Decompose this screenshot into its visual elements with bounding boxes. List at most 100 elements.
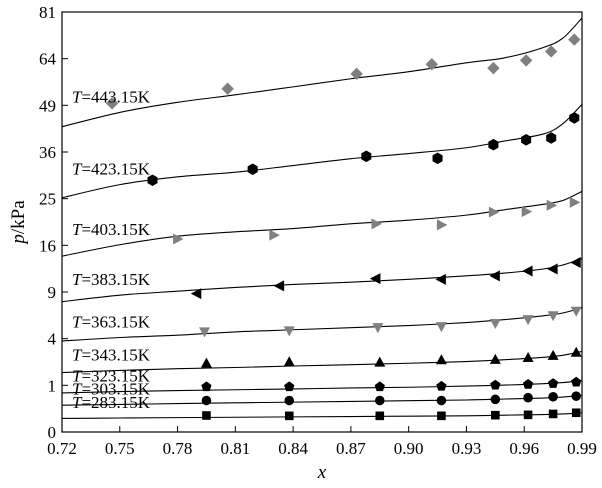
y-label-symbol: p (8, 234, 29, 246)
series-label: T=303.15K (72, 379, 151, 398)
data-markers (105, 33, 582, 421)
y-tick-label: 0 (48, 423, 57, 442)
y-tick-label: 4 (48, 330, 57, 349)
data-point (570, 256, 581, 268)
x-axis-label: x (317, 462, 327, 483)
x-tick-label: 0.81 (220, 439, 250, 458)
data-point (521, 206, 533, 218)
data-point (201, 395, 212, 406)
data-point (519, 54, 533, 67)
plot-frame (61, 11, 583, 433)
data-point (571, 391, 582, 401)
y-label-unit: /kPa (8, 200, 29, 234)
data-point (547, 311, 559, 322)
series-label: T=443.15K (72, 87, 151, 106)
y-tick-label: 81 (39, 3, 56, 22)
data-point (547, 349, 559, 360)
data-point (544, 45, 558, 58)
data-point (147, 174, 158, 187)
x-tick-label: 0.75 (105, 439, 135, 458)
x-tick-label: 0.99 (567, 439, 597, 458)
series-label: T=423.15K (72, 160, 151, 179)
x-tick-label: 0.78 (163, 439, 193, 458)
data-point (523, 410, 533, 420)
y-tick-label: 9 (48, 283, 57, 302)
y-tick-label: 64 (39, 50, 57, 69)
data-point (487, 61, 500, 75)
data-point (372, 323, 384, 334)
data-point (547, 263, 558, 275)
x-tick-label: 0.87 (336, 439, 366, 458)
data-point (569, 196, 581, 208)
data-point (432, 152, 443, 165)
data-point (521, 134, 532, 146)
data-point (570, 346, 582, 357)
fit-curve (61, 103, 583, 199)
axis-ticks: 0.72 0.75 0.78 0.81 0.84 0.87 0.90 0.93 0.96 0.99… (39, 3, 597, 458)
series-label: T=323.15K (72, 367, 151, 386)
y-tick-label: 36 (39, 143, 56, 162)
data-point (283, 326, 295, 337)
data-point (488, 138, 499, 151)
data-point (435, 273, 446, 285)
data-point (284, 395, 295, 406)
data-point (374, 395, 385, 406)
data-point (571, 408, 581, 418)
data-point (221, 82, 234, 95)
data-point (371, 218, 382, 230)
data-point (488, 206, 500, 218)
data-point (570, 306, 582, 317)
data-point (522, 351, 534, 362)
data-point (190, 288, 202, 300)
data-point (269, 229, 280, 241)
data-point (435, 322, 447, 333)
y-axis-label: p/kPa (8, 200, 29, 246)
series-label: T=403.15K (72, 220, 151, 239)
data-point (105, 97, 119, 110)
data-point (361, 150, 372, 163)
data-point (284, 411, 294, 421)
data-point (522, 315, 534, 326)
data-point (522, 265, 533, 277)
data-point (548, 409, 558, 419)
data-point (490, 394, 501, 405)
data-point (350, 67, 363, 81)
series-label: T=343.15K (72, 345, 151, 364)
data-point (571, 376, 582, 387)
x-tick-label: 0.90 (394, 439, 424, 458)
data-point (437, 411, 446, 421)
data-point (546, 132, 557, 144)
data-point (369, 273, 381, 285)
data-point (436, 219, 448, 231)
x-tick-label: 0.72 (47, 439, 77, 458)
y-tick-label: 25 (39, 190, 56, 209)
data-point (491, 410, 500, 420)
x-tick-label: 0.96 (509, 439, 539, 458)
series-label: T=363.15K (72, 313, 151, 332)
series-label: T=283.15K (72, 393, 151, 412)
data-point (546, 199, 558, 211)
y-tick-label: 16 (39, 236, 56, 255)
data-point (523, 392, 533, 403)
series-labels: T=443.15K T=423.15K T=403.15K T=383.15K T=36… (72, 87, 151, 412)
x-tick-label: 0.84 (278, 439, 308, 458)
data-point (548, 391, 558, 402)
data-point (489, 319, 501, 330)
data-point (283, 356, 295, 367)
data-point (568, 33, 581, 46)
data-point (374, 356, 386, 367)
fit-curve (61, 17, 583, 128)
data-point (489, 270, 500, 282)
data-point (436, 380, 447, 391)
data-point (200, 357, 212, 368)
data-point (569, 112, 580, 124)
data-point (374, 381, 385, 392)
data-point (547, 378, 559, 388)
data-point (199, 327, 211, 338)
data-point (435, 354, 447, 365)
data-point (489, 353, 501, 364)
data-point (201, 381, 212, 392)
data-point (173, 233, 184, 245)
y-tick-label: 49 (39, 96, 56, 115)
